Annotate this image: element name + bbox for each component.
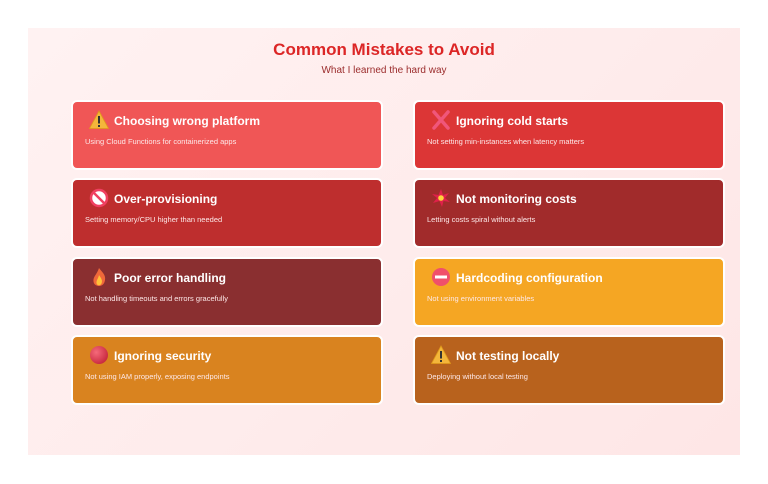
card-title: Not monitoring costs <box>456 192 577 206</box>
card-description: Setting memory/CPU higher than needed <box>85 215 223 224</box>
page-title: Common Mistakes to Avoid <box>273 40 495 59</box>
mistake-card: Not testing locally Deploying without loc… <box>413 335 725 405</box>
card-description: Not handling timeouts and errors gracefu… <box>85 294 228 303</box>
card-description: Using Cloud Functions for containerized … <box>85 137 237 146</box>
mistake-card: Over-provisioning Setting memory/CPU high… <box>71 178 383 248</box>
card-description: Not using environment variables <box>427 294 535 303</box>
warning-icon <box>88 110 110 130</box>
mistake-card: Ignoring cold starts Not setting min-inst… <box>413 100 725 170</box>
mistake-card: Choosing wrong platform Using Cloud Funct… <box>71 100 383 170</box>
mistake-card: Hardcoding configuration Not using enviro… <box>413 257 725 327</box>
card-title: Hardcoding configuration <box>456 271 603 285</box>
card-title: Poor error handling <box>114 271 227 285</box>
card-title: Over-provisioning <box>114 192 218 206</box>
card-description: Deploying without local testing <box>427 372 528 381</box>
collision-icon <box>431 188 451 208</box>
card-description: Not setting min-instances when latency m… <box>427 137 585 146</box>
card-title: Choosing wrong platform <box>114 114 260 128</box>
fire-icon <box>89 267 109 287</box>
cross-mark-icon <box>431 110 451 130</box>
no-entry-icon <box>431 267 451 287</box>
red-circle-icon <box>89 345 109 365</box>
mistake-card: Ignoring security Not using IAM properly,… <box>71 335 383 405</box>
card-description: Not using IAM properly, exposing endpoin… <box>85 372 230 381</box>
mistake-card: Poor error handling Not handling timeouts… <box>71 257 383 327</box>
card-title: Ignoring security <box>114 349 212 363</box>
mistake-card: Not monitoring costs Letting costs spiral… <box>413 178 725 248</box>
card-description: Letting costs spiral without alerts <box>427 215 536 224</box>
page-subtitle: What I learned the hard way <box>321 65 447 76</box>
warning-icon <box>430 345 452 365</box>
card-title: Not testing locally <box>456 349 560 363</box>
card-title: Ignoring cold starts <box>456 114 569 128</box>
prohibited-icon <box>89 188 109 208</box>
